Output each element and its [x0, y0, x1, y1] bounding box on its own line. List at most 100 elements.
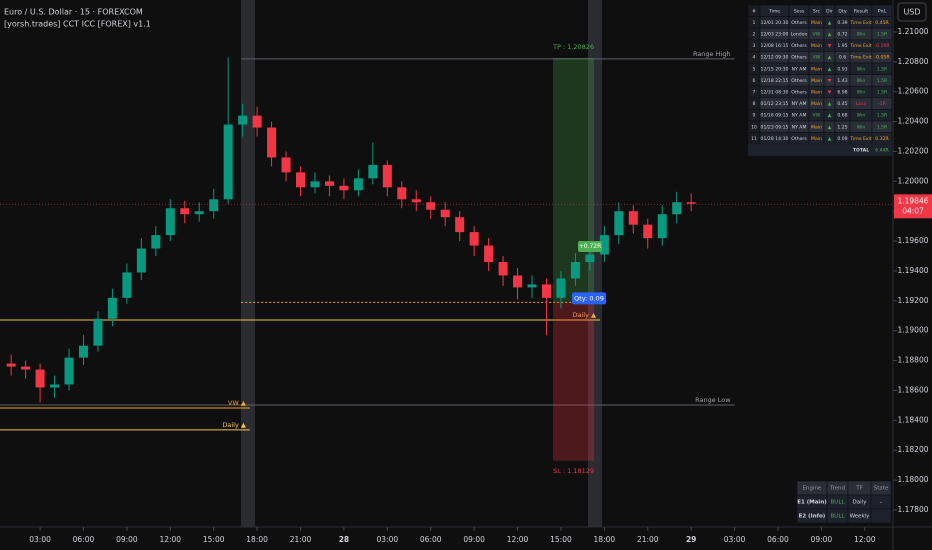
candle-body — [368, 164, 378, 179]
table-cell-text: 12/18 22:15 — [761, 78, 789, 84]
candle — [643, 218, 653, 249]
tp-label: TP : 1.20826 — [552, 43, 594, 51]
table-cell-text: ▼ — [828, 79, 832, 84]
x-tick-label: 06:00 — [420, 535, 442, 544]
x-tick-label: 03:00 — [29, 535, 51, 544]
x-tick-label: 06:00 — [73, 535, 95, 544]
table-cell-text: 3 — [753, 43, 756, 49]
table-cell-text: 12/08 16:15 — [761, 43, 789, 49]
level-label: Range High — [693, 50, 731, 58]
candle — [368, 142, 378, 185]
candle — [151, 226, 161, 257]
y-tick-label: 1.18400 — [897, 415, 928, 424]
y-tick-label: 1.18800 — [897, 356, 928, 365]
candle — [6, 354, 16, 376]
table-cell-text: 4 — [753, 55, 756, 61]
table-header: Dir — [826, 8, 833, 14]
table-cell-text: 9 — [753, 113, 756, 119]
table-cell-text: NY AM — [792, 66, 807, 72]
table-cell-text: Main — [811, 124, 822, 130]
x-tick-label: 15:00 — [203, 535, 225, 544]
candle — [382, 160, 392, 197]
candle-body — [657, 214, 667, 239]
table-cell-text: ▲ — [828, 137, 832, 142]
table-cell-text: 0.45R — [875, 20, 889, 26]
candle — [93, 311, 103, 352]
y-tick-label: 1.20800 — [897, 57, 928, 66]
y-tick-label: 1.18000 — [897, 475, 928, 484]
y-tick-label: 1.18200 — [897, 445, 928, 454]
candle — [541, 278, 551, 336]
engine-cell-text: - — [880, 500, 882, 506]
table-cell-text: 1.25 — [837, 124, 847, 130]
candle — [498, 256, 508, 286]
table-header: Time — [768, 8, 780, 14]
level-label: Daily ▲ — [222, 421, 246, 429]
table-cell-text: VW — [813, 55, 821, 61]
table-cell-text: 01/23 09:15 — [761, 124, 789, 130]
x-tick-label: 12:00 — [159, 535, 181, 544]
table-header: Sess — [794, 8, 805, 14]
table-header: Src — [813, 8, 821, 14]
engine-cell-text: E1 (Main) — [797, 500, 827, 506]
candle — [296, 166, 306, 197]
table-cell-text: Others — [791, 90, 807, 96]
engine-header: Engine — [803, 486, 822, 492]
y-tick-label: 1.20400 — [897, 117, 928, 126]
table-cell-text: Loss — [856, 101, 867, 107]
table-cell-text: Main — [811, 20, 822, 26]
currency-button[interactable] — [897, 2, 927, 22]
table-cell-text: VW — [813, 32, 821, 38]
table-cell-text: 01/16 09:15 — [761, 113, 789, 119]
candle — [339, 178, 349, 200]
candle — [238, 103, 248, 137]
candle-body — [643, 224, 653, 239]
table-cell-text: Main — [811, 66, 822, 72]
candle — [599, 226, 609, 263]
y-tick-label: 1.18600 — [897, 385, 928, 394]
qty-tag: Qty: 0.09 — [574, 294, 604, 302]
candle-body — [50, 384, 60, 388]
table-cell-text: ▲ — [828, 21, 832, 26]
candle-body — [672, 202, 682, 215]
candle-body — [570, 262, 580, 279]
r-tag: +0.72R — [579, 243, 602, 250]
r-tag-bg — [578, 241, 602, 252]
x-tick-label: 09:00 — [811, 535, 833, 544]
candle-body — [35, 369, 45, 388]
table-cell-text: 6 — [753, 78, 756, 84]
table-cell-text: 6.98 — [837, 90, 847, 96]
plot-area: Range High Range Low Daily ▲ VW ▲ Daily ▲ TP … — [0, 43, 893, 475]
currency[interactable]: USD — [903, 8, 920, 17]
candle-body — [339, 185, 349, 191]
candle-body — [6, 363, 16, 367]
candle-body — [541, 284, 551, 298]
candle — [614, 202, 624, 245]
x-tick-label: 12:00 — [854, 535, 876, 544]
x-tick-label: 09:00 — [463, 535, 485, 544]
candle-body — [238, 115, 248, 125]
engine-header: Trend — [829, 486, 845, 492]
table-cell-text: 1.5R — [877, 78, 888, 84]
table-header: Qty — [838, 8, 846, 14]
table-cell-text: Main — [811, 90, 822, 96]
candle — [469, 226, 479, 257]
engine-cell-text: BULL — [831, 514, 846, 520]
candle-body — [614, 211, 624, 236]
table-cell-text: 12/12 09:30 — [761, 55, 789, 61]
engine-cell — [870, 508, 892, 524]
candle — [440, 202, 450, 227]
candle-body — [628, 211, 638, 225]
x-tick-label: 21:00 — [637, 535, 659, 544]
candle — [527, 275, 537, 298]
candle-body — [397, 187, 407, 200]
candle-body — [411, 199, 421, 203]
last-price-label: 1.19846 — [897, 196, 928, 205]
table-cell-text: 8 — [753, 101, 756, 107]
table-cell-text: Others — [791, 78, 807, 84]
candle-body — [209, 199, 219, 212]
candle — [194, 202, 204, 222]
table-cell-text: ▲ — [828, 102, 832, 107]
table-cell-text: Others — [791, 43, 807, 49]
candle-body — [382, 164, 392, 188]
